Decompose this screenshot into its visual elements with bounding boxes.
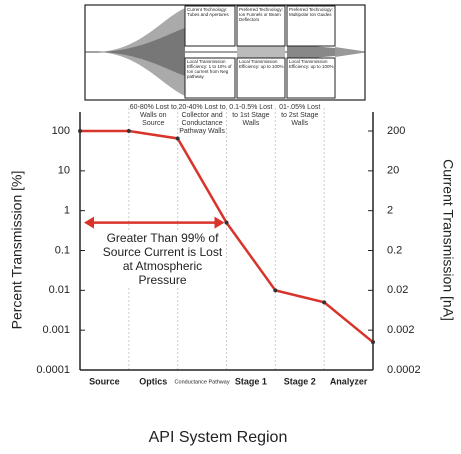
diagram-label: Preferred Technology: Ion Funnels or Bea… — [239, 7, 283, 22]
y-tick-label: 0.01 — [49, 284, 70, 296]
region-note: 01-.05% Lost to 2st Stage Walls — [279, 104, 321, 127]
data-point — [78, 129, 82, 133]
y-tick-label: 100 — [52, 125, 70, 137]
annotation-text: Greater Than 99% of Source Current is Lo… — [100, 230, 225, 287]
region-note: 20-40% Lost to Collector and Conductance… — [178, 104, 226, 135]
data-point — [322, 300, 327, 305]
data-point — [126, 129, 131, 133]
y-tick-label: 1 — [64, 205, 70, 217]
y-tick-label: 0.1 — [55, 244, 70, 256]
diagram-label: Preferred Technology: Multipolar Ion Gui… — [289, 7, 333, 17]
x-tick-label: Analyzer — [330, 376, 368, 386]
x-tick-label: Optics — [139, 376, 167, 386]
x-tick-label: Conductance Pathway — [175, 379, 230, 385]
x-axis-title: API System Region — [149, 429, 288, 446]
x-tick-label: Stage 1 — [235, 376, 267, 386]
y-tick-label: 0.001 — [42, 324, 70, 336]
diagram-label: Local Transmission Efficiency: up to 100… — [289, 59, 334, 69]
y2-tick-label: 20 — [387, 165, 399, 177]
y2-tick-label: 200 — [387, 125, 405, 137]
region-note: 0.1-0.5% Lost to 1st Stage Walls — [229, 104, 273, 127]
data-point — [175, 136, 180, 141]
x-tick-label: Stage 2 — [284, 376, 316, 386]
y-tick-label: 0.0001 — [36, 364, 70, 376]
data-point — [273, 288, 278, 293]
y2-tick-label: 0.002 — [387, 324, 415, 336]
data-point — [224, 220, 229, 225]
x-tick-label: Source — [89, 376, 120, 386]
y2-tick-label: 0.2 — [387, 244, 402, 256]
diagram-label: Local Transmission Efficiency: up to 100… — [239, 59, 284, 69]
region-note: 60-80% Lost to Walls on Source — [129, 104, 177, 127]
arrow-head — [84, 216, 94, 229]
y2-axis-title: Current Transmission [nA] — [440, 159, 456, 321]
data-point — [371, 340, 375, 345]
y-tick-label: 10 — [58, 165, 70, 177]
y2-tick-label: 0.02 — [387, 284, 408, 296]
diagram-label: Local Transmission Efficiency: 1 to 10% … — [187, 59, 232, 79]
y-axis-title: Percent Transmission [%] — [9, 171, 25, 330]
y2-tick-label: 0.0002 — [387, 364, 421, 376]
instrument-diagram — [84, 4, 366, 101]
diagram-label: Current Technology: Tubes and Apertures — [187, 7, 229, 17]
y2-tick-label: 2 — [387, 205, 393, 217]
arrow-head — [214, 216, 225, 229]
